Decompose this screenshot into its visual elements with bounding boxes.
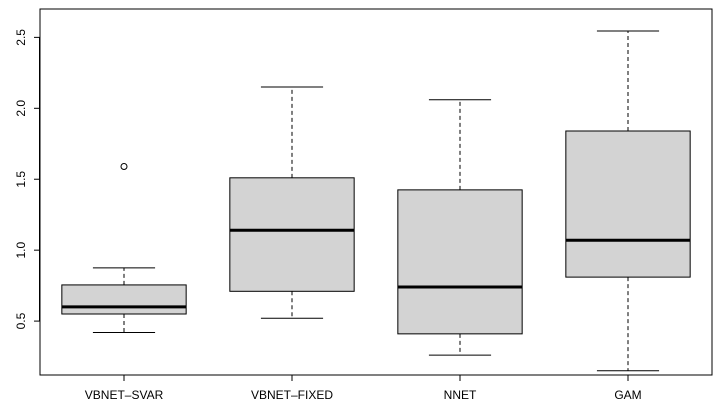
outlier-point xyxy=(120,162,128,170)
x-axis: VBNET–SVAR VBNET–FIXED NNET GAM xyxy=(85,374,642,402)
y-tick-label: 1.5 xyxy=(14,171,28,188)
box-group xyxy=(229,86,355,319)
box xyxy=(229,177,355,292)
box xyxy=(61,284,187,315)
box xyxy=(397,189,523,335)
y-tick-label: 2.5 xyxy=(14,29,28,46)
box-group xyxy=(61,162,187,333)
y-tick-label: 0.5 xyxy=(14,312,28,329)
y-tick-label: 1.0 xyxy=(14,241,28,258)
y-tick-label: 2.0 xyxy=(14,100,28,117)
x-tick-label: GAM xyxy=(614,388,641,402)
box-group xyxy=(397,99,523,356)
box-group xyxy=(565,30,691,372)
x-tick-label: NNET xyxy=(444,388,477,402)
boxes xyxy=(61,30,691,372)
x-tick-label: VBNET–FIXED xyxy=(251,388,333,402)
x-tick-label: VBNET–SVAR xyxy=(85,388,164,402)
y-axis: 0.5 1.0 1.5 2.0 2.5 xyxy=(14,29,40,329)
box xyxy=(565,130,691,278)
